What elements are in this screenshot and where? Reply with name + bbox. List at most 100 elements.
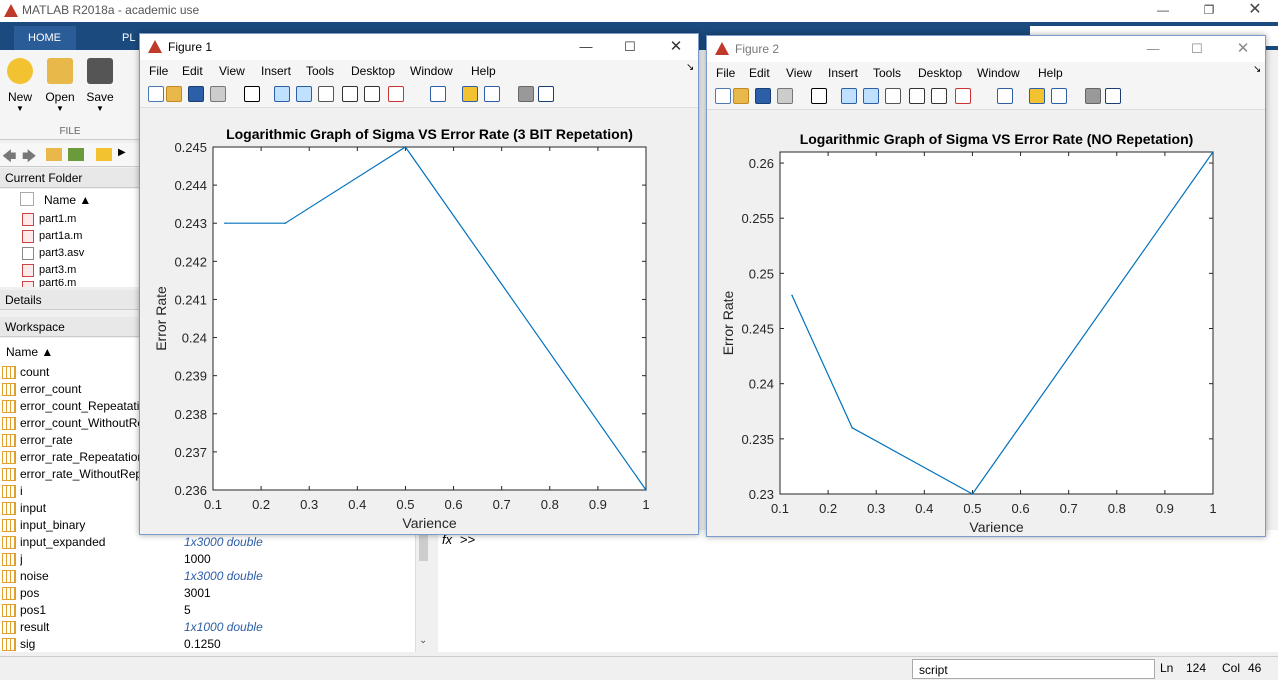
file-row[interactable]: part3.m [0,262,140,279]
workspace-variable-row[interactable]: sig 0.1250 [0,636,415,653]
menu-edit[interactable]: Edit [182,64,203,78]
zoom-in-icon[interactable] [274,86,290,102]
figure-1-window[interactable]: Figure 1 — ☐ ✕ File Edit View Insert Tools De… [139,33,699,535]
open-file-icon[interactable] [166,86,182,102]
zoom-out-icon[interactable] [863,88,879,104]
save-figure-icon[interactable] [188,86,204,102]
workspace-variable-row[interactable]: pos1 5 [0,602,415,619]
up-folder-icon[interactable] [68,148,84,161]
file-row[interactable]: part1.m [0,211,140,228]
tab-plots[interactable]: PL [122,32,136,44]
menu-file[interactable]: File [716,66,736,80]
workspace-variable-row[interactable]: error_rate_WithoutRep [0,466,415,483]
figure-1-minimize-button[interactable]: — [579,39,593,54]
workspace-variable-row[interactable]: input_expanded 1x3000 double [0,534,415,551]
insert-colorbar-icon[interactable] [1029,88,1045,104]
workspace-variable-row[interactable]: input_binary [0,517,415,534]
figure-1-maximize-button[interactable]: ☐ [624,39,636,54]
workspace-variable-row[interactable]: error_count_WithoutRe [0,415,415,432]
workspace-variable-row[interactable]: error_count_Repeatation [0,398,415,415]
restore-button[interactable]: ❐ [1203,3,1215,17]
workspace-variable-row[interactable]: count [0,364,415,381]
figure-1-close-button[interactable]: ✕ [669,38,683,55]
brush-icon[interactable] [955,88,971,104]
browse-folder-icon[interactable] [46,148,62,161]
zoom-in-icon[interactable] [841,88,857,104]
menu-edit[interactable]: Edit [749,66,770,80]
minimize-button[interactable]: — [1157,3,1169,17]
new-figure-icon[interactable] [148,86,164,102]
rotate-3d-icon[interactable] [909,88,925,104]
details-header[interactable]: Details [0,290,140,310]
workspace-scrollbar[interactable]: ⌄ [415,525,430,652]
workspace-variable-row[interactable]: result 1x1000 double [0,619,415,636]
menu-insert[interactable]: Insert [828,66,859,80]
menu-window[interactable]: Window [977,66,1020,80]
data-cursor-icon[interactable] [364,86,380,102]
menu-desktop[interactable]: Desktop [918,66,963,80]
menu-overflow-icon[interactable]: ↘ [1253,64,1262,75]
menu-desktop[interactable]: Desktop [351,64,396,78]
workspace-variable-row[interactable]: input [0,500,415,517]
command-window[interactable]: fx >> [438,530,1278,652]
back-arrow-icon[interactable]: 🡄 [2,148,17,164]
new-figure-icon[interactable] [715,88,731,104]
figure-2-window[interactable]: Figure 2 — ☐ ✕ File Edit View Insert Tools De… [706,35,1266,537]
menu-tools[interactable]: Tools [306,64,335,78]
edit-plot-arrow-icon[interactable] [811,88,827,104]
insert-colorbar-icon[interactable] [462,86,478,102]
menu-overflow-icon[interactable]: ↘ [686,62,695,73]
hide-plot-tools-icon[interactable] [1085,88,1101,104]
menu-help[interactable]: Help [1038,66,1063,80]
print-figure-icon[interactable] [210,86,226,102]
workspace-variable-row[interactable]: i [0,483,415,500]
zoom-out-icon[interactable] [296,86,312,102]
workspace-variable-row[interactable]: error_count [0,381,415,398]
workspace-variable-row[interactable]: error_rate_Repeatation [0,449,415,466]
fx-icon[interactable]: fx [442,532,453,547]
menu-window[interactable]: Window [410,64,453,78]
figure-1-plot[interactable]: Logarithmic Graph of Sigma VS Error Rate… [140,110,698,534]
save-figure-icon[interactable] [755,88,771,104]
open-button[interactable]: Open ▼ [40,56,80,126]
rotate-3d-icon[interactable] [342,86,358,102]
link-plot-icon[interactable] [430,86,446,102]
menu-view[interactable]: View [219,64,245,78]
link-plot-icon[interactable] [997,88,1013,104]
open-file-icon[interactable] [733,88,749,104]
save-button[interactable]: Save ▼ [80,56,120,126]
workspace-variable-row[interactable]: noise 1x3000 double [0,568,415,585]
scroll-down-icon[interactable]: ⌄ [419,635,428,646]
workspace-name-column[interactable]: Name ▲ [6,345,54,359]
file-row[interactable]: part1a.m [0,228,140,245]
edit-plot-arrow-icon[interactable] [244,86,260,102]
data-cursor-icon[interactable] [931,88,947,104]
pan-hand-icon[interactable] [318,86,334,102]
menu-insert[interactable]: Insert [261,64,292,78]
show-plot-tools-icon[interactable] [1105,88,1121,104]
select-all-checkbox[interactable] [20,192,34,206]
menu-view[interactable]: View [786,66,812,80]
close-button[interactable]: ✕ [1248,1,1262,18]
workspace-variable-row[interactable]: error_rate [0,432,415,449]
menu-help[interactable]: Help [471,64,496,78]
insert-legend-icon[interactable] [1051,88,1067,104]
print-figure-icon[interactable] [777,88,793,104]
menu-file[interactable]: File [149,64,169,78]
figure-2-plot[interactable]: Logarithmic Graph of Sigma VS Error Rate… [707,112,1265,536]
insert-legend-icon[interactable] [484,86,500,102]
pan-hand-icon[interactable] [885,88,901,104]
figure-2-close-button[interactable]: ✕ [1236,40,1250,57]
tab-home[interactable]: HOME [14,26,76,50]
name-column-header[interactable]: Name ▲ [44,193,92,207]
brush-icon[interactable] [388,86,404,102]
hide-plot-tools-icon[interactable] [518,86,534,102]
show-plot-tools-icon[interactable] [538,86,554,102]
workspace-variable-row[interactable]: pos 3001 [0,585,415,602]
new-button[interactable]: New ▼ [0,56,40,126]
figure-2-minimize-button[interactable]: — [1146,41,1160,56]
file-row[interactable]: part3.asv [0,245,140,262]
workspace-variable-row[interactable]: j 1000 [0,551,415,568]
path-chevron-icon[interactable]: ▶ [118,147,126,158]
menu-tools[interactable]: Tools [873,66,902,80]
